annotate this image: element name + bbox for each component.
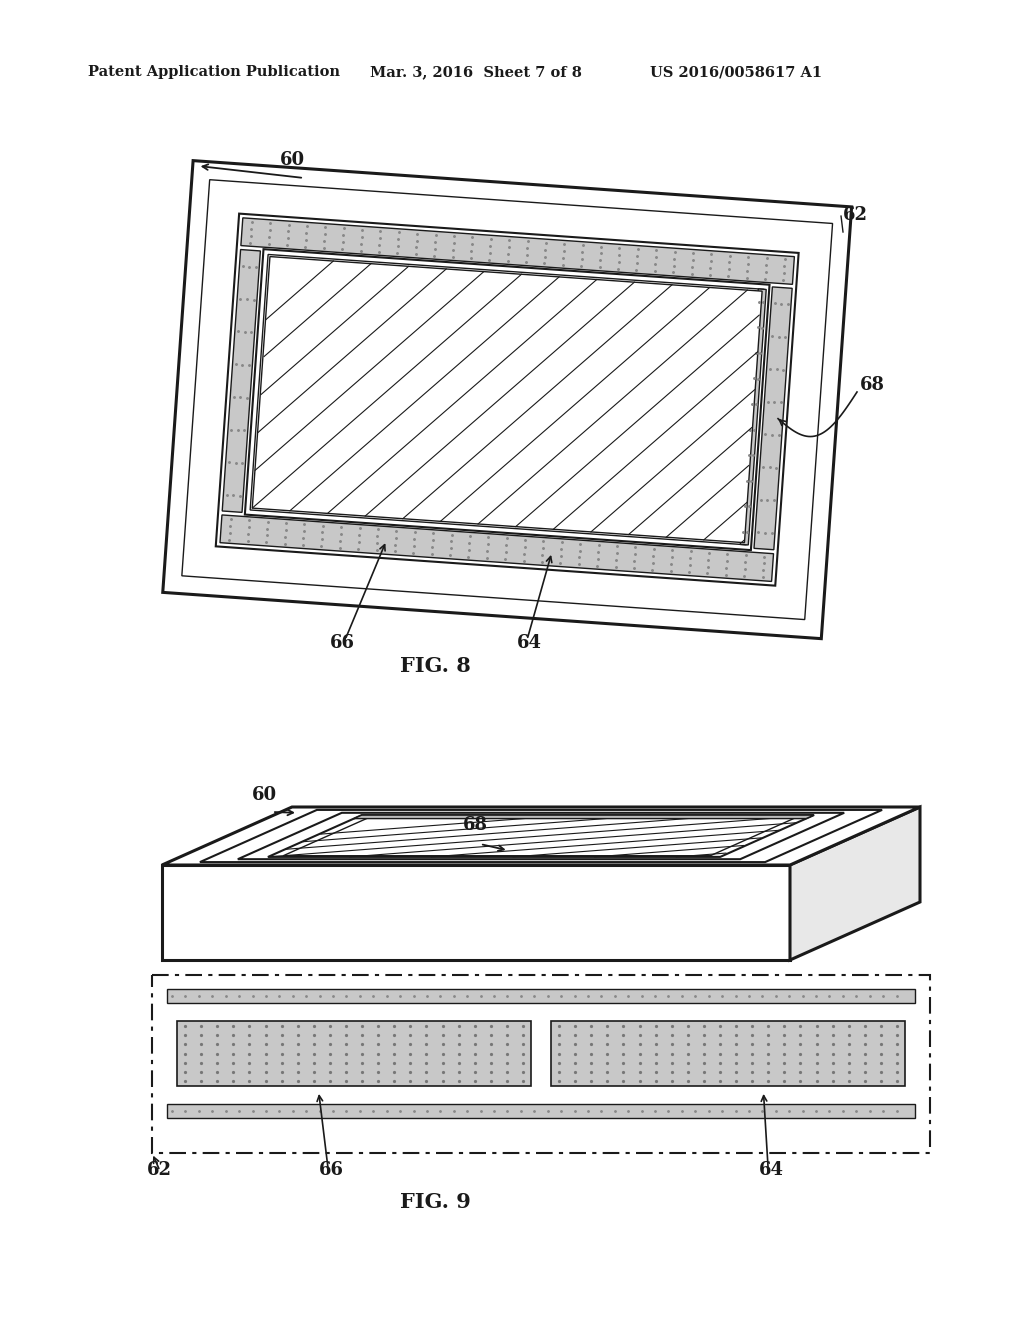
- Polygon shape: [162, 807, 920, 865]
- Text: 66: 66: [330, 634, 355, 652]
- Text: Mar. 3, 2016  Sheet 7 of 8: Mar. 3, 2016 Sheet 7 of 8: [370, 65, 582, 79]
- Polygon shape: [163, 161, 852, 639]
- Polygon shape: [200, 810, 882, 862]
- Polygon shape: [250, 255, 764, 545]
- Text: US 2016/0058617 A1: US 2016/0058617 A1: [650, 65, 822, 79]
- Polygon shape: [182, 180, 833, 619]
- Text: 66: 66: [318, 1162, 344, 1179]
- Polygon shape: [241, 218, 795, 284]
- Text: 64: 64: [759, 1162, 783, 1179]
- Polygon shape: [245, 249, 769, 550]
- Text: 68: 68: [860, 376, 885, 393]
- Polygon shape: [252, 256, 762, 543]
- Text: 60: 60: [252, 785, 278, 804]
- Polygon shape: [216, 214, 799, 586]
- Text: 68: 68: [463, 816, 487, 834]
- Polygon shape: [790, 807, 920, 960]
- Polygon shape: [238, 813, 844, 859]
- Text: 62: 62: [147, 1162, 172, 1179]
- Polygon shape: [354, 816, 814, 818]
- Text: FIG. 8: FIG. 8: [399, 656, 470, 676]
- Text: 64: 64: [517, 634, 542, 652]
- Polygon shape: [162, 865, 790, 960]
- Polygon shape: [268, 816, 814, 857]
- Bar: [167, 1104, 915, 1118]
- Text: 60: 60: [280, 150, 305, 169]
- Polygon shape: [740, 289, 766, 545]
- Bar: [152, 975, 930, 1152]
- Polygon shape: [220, 515, 773, 581]
- Polygon shape: [222, 249, 260, 512]
- Text: Patent Application Publication: Patent Application Publication: [88, 65, 340, 79]
- Text: FIG. 9: FIG. 9: [399, 1192, 470, 1212]
- Bar: [177, 1020, 531, 1086]
- Text: 62: 62: [843, 206, 868, 224]
- Polygon shape: [754, 286, 793, 549]
- Bar: [551, 1020, 905, 1086]
- Bar: [167, 989, 915, 1003]
